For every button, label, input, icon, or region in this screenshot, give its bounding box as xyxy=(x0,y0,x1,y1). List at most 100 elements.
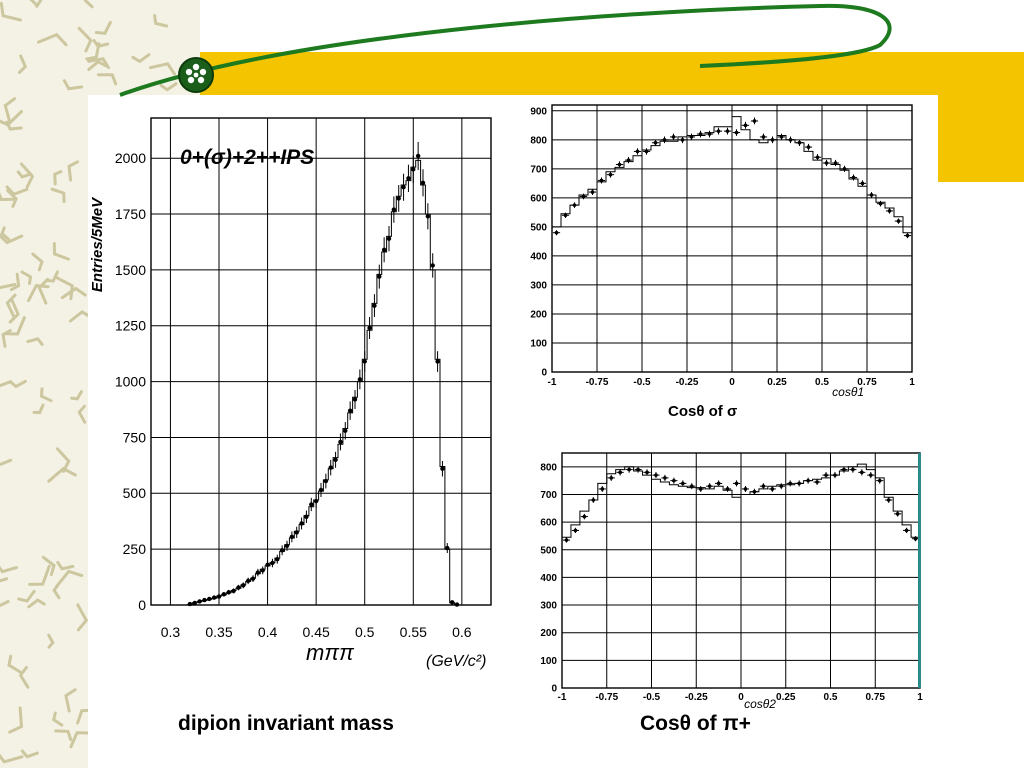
point-marker xyxy=(877,478,882,483)
data-point xyxy=(777,483,785,490)
point-marker xyxy=(635,149,640,154)
point-marker xyxy=(878,201,883,206)
data-point xyxy=(885,497,893,503)
point-marker xyxy=(644,149,649,154)
point-marker xyxy=(887,209,892,213)
data-point xyxy=(579,193,588,200)
data-point xyxy=(642,148,651,155)
x-tick-labels: -1 -0.75 -0.5 -0.25 0 0.25 0.5 0.75 1 xyxy=(548,377,916,388)
data-point xyxy=(406,164,411,192)
point-marker xyxy=(743,487,748,491)
point-marker xyxy=(309,502,314,507)
point-marker xyxy=(824,473,828,477)
point-marker xyxy=(449,600,455,605)
data-point xyxy=(723,485,732,492)
data-point xyxy=(849,466,857,473)
histogram xyxy=(561,463,920,688)
data-point xyxy=(786,480,794,487)
data-point xyxy=(420,169,426,197)
point-marker xyxy=(815,155,820,160)
x-tick-label: -0.75 xyxy=(586,377,609,388)
x-tick-label: 0.75 xyxy=(857,377,877,388)
data-point xyxy=(386,225,392,252)
data-point xyxy=(876,200,885,207)
data-point xyxy=(911,536,920,542)
point-marker xyxy=(211,595,217,600)
point-marker xyxy=(564,538,569,542)
point-marker xyxy=(270,560,275,566)
point-marker xyxy=(411,167,416,172)
point-marker xyxy=(582,514,587,519)
y-tick-labels: 0 250 500 750 1000 1250 1500 1750 2000 xyxy=(115,150,146,613)
point-marker xyxy=(372,303,377,308)
point-marker xyxy=(386,236,392,241)
point-marker xyxy=(377,274,382,279)
point-marker xyxy=(338,439,343,445)
data-point xyxy=(714,127,723,135)
data-point xyxy=(347,401,353,420)
point-marker xyxy=(860,181,865,186)
data-point xyxy=(894,511,902,517)
point-marker xyxy=(406,176,411,181)
point-marker xyxy=(743,123,748,128)
point-marker xyxy=(391,207,397,212)
point-marker xyxy=(886,498,891,502)
data-point xyxy=(867,192,876,198)
data-point xyxy=(607,474,615,481)
point-marker xyxy=(663,476,667,480)
y-tick-label: 1750 xyxy=(115,206,146,222)
green-swoosh xyxy=(119,3,892,97)
data-point xyxy=(741,121,750,129)
y-tick-label: 400 xyxy=(540,573,557,584)
data-point xyxy=(669,133,678,141)
data-point xyxy=(902,527,911,534)
grid-lines xyxy=(551,105,913,373)
data-point xyxy=(313,494,319,508)
data-point xyxy=(580,513,588,520)
data-point xyxy=(616,469,624,476)
point-marker xyxy=(445,545,450,551)
data-point xyxy=(759,483,767,490)
data-point xyxy=(216,594,222,599)
data-point xyxy=(552,230,561,236)
point-marker xyxy=(362,359,367,364)
grid-lines xyxy=(151,118,491,606)
data-point xyxy=(445,543,450,554)
point-marker xyxy=(231,588,236,594)
data-point xyxy=(786,136,795,144)
data-point xyxy=(211,595,217,600)
point-marker xyxy=(608,172,613,177)
point-marker xyxy=(294,530,299,535)
data-point xyxy=(732,480,741,487)
point-marker xyxy=(851,175,856,180)
data-point xyxy=(338,433,343,451)
point-marker xyxy=(913,536,918,541)
point-marker xyxy=(698,487,703,491)
histogram-outline xyxy=(186,159,460,606)
data-point xyxy=(624,157,633,164)
point-marker xyxy=(401,185,406,190)
point-marker xyxy=(627,467,631,472)
data-point xyxy=(372,294,377,318)
point-marker xyxy=(226,590,231,595)
data-point xyxy=(304,510,309,523)
y-tick-label: 250 xyxy=(123,541,147,557)
y-tick-label: 500 xyxy=(540,545,557,556)
point-marker xyxy=(869,193,874,197)
point-marker xyxy=(896,219,901,223)
y-tick-label: 700 xyxy=(540,490,557,501)
y-tick-label: 500 xyxy=(530,222,547,233)
data-point xyxy=(615,161,624,168)
data-point xyxy=(876,477,884,484)
point-marker xyxy=(600,487,605,491)
data-point xyxy=(323,473,329,489)
data-point xyxy=(768,136,777,144)
point-marker xyxy=(707,132,712,136)
data-point xyxy=(265,560,270,569)
x-tick-label: 1 xyxy=(917,692,923,703)
x-tick-label: 0.3 xyxy=(161,624,181,640)
data-point xyxy=(588,189,597,195)
point-marker xyxy=(815,480,819,484)
data-point xyxy=(831,159,840,167)
data-point xyxy=(858,180,867,187)
